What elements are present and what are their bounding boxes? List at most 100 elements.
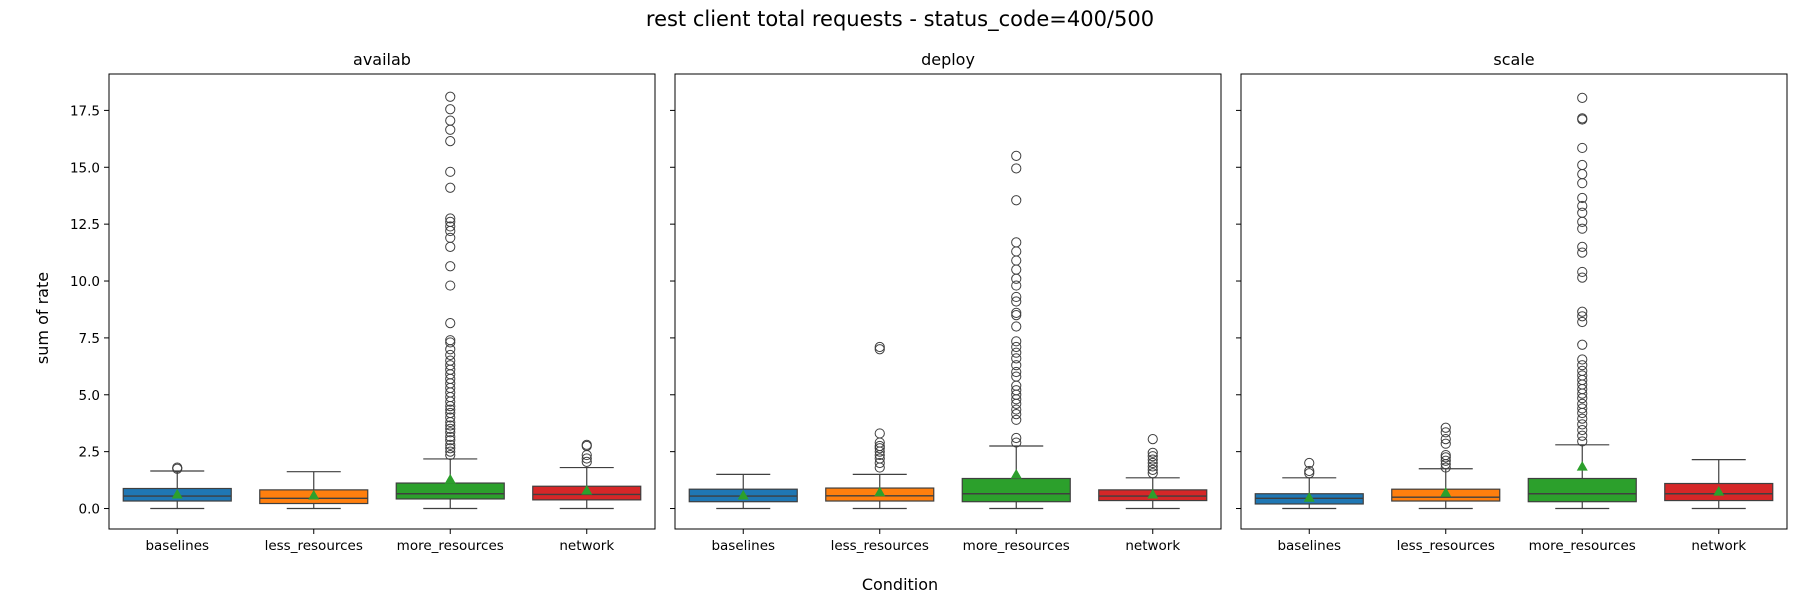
box-baselines bbox=[122, 462, 232, 510]
y-tick-label: 17.5 bbox=[70, 103, 100, 119]
outlier-point bbox=[1577, 403, 1588, 414]
outlier-point bbox=[1577, 436, 1588, 447]
outlier-point bbox=[1011, 336, 1022, 347]
y-tick-label: 10.0 bbox=[70, 274, 100, 290]
y-tick-label: 7.5 bbox=[79, 331, 100, 347]
outlier-point bbox=[1577, 266, 1588, 278]
outlier-point bbox=[445, 435, 456, 446]
box-baselines bbox=[688, 473, 798, 510]
outlier-point bbox=[874, 443, 885, 454]
x-tick-label: more_resources bbox=[963, 538, 1070, 554]
panel-deploy: deploy baselines less_resources more_resour… bbox=[670, 50, 1222, 554]
outlier-point bbox=[445, 337, 456, 348]
outlier-point bbox=[1011, 385, 1022, 396]
outlier-point bbox=[874, 428, 885, 439]
outlier-point bbox=[445, 446, 456, 457]
outlier-point bbox=[1147, 464, 1158, 475]
mean-marker bbox=[308, 489, 320, 500]
outlier-point bbox=[874, 344, 885, 355]
x-tick-label: more_resources bbox=[1529, 538, 1636, 554]
outlier-point bbox=[1011, 360, 1022, 371]
panel-frame bbox=[108, 73, 656, 530]
mean-marker bbox=[737, 489, 749, 500]
outlier-point bbox=[1577, 311, 1588, 322]
outlier-point bbox=[874, 457, 885, 469]
outlier-point bbox=[1577, 272, 1588, 283]
outlier-point bbox=[1577, 354, 1588, 365]
box-more-resources bbox=[395, 91, 505, 510]
outlier-point bbox=[1011, 371, 1022, 382]
y-tick-label: 5.0 bbox=[79, 388, 100, 404]
box-less-resources bbox=[825, 341, 935, 510]
outlier-point bbox=[445, 216, 456, 227]
outlier-point bbox=[445, 115, 456, 126]
x-tick-label: baselines bbox=[711, 538, 775, 554]
outlier-point bbox=[1147, 461, 1158, 472]
outlier-point bbox=[1577, 247, 1588, 258]
iqr-box bbox=[395, 482, 505, 500]
outlier-point bbox=[1147, 434, 1158, 445]
x-tick-label: baselines bbox=[1277, 538, 1341, 554]
outlier-point bbox=[1011, 291, 1022, 303]
outlier-point bbox=[581, 439, 592, 450]
outlier-point bbox=[1577, 365, 1588, 376]
mean-marker bbox=[1303, 492, 1315, 502]
outlier-point bbox=[1011, 321, 1022, 332]
panels: availab 0.0 2.5 5.0 7.5 10.0 12.5 15.0 17.5 basel… bbox=[70, 50, 1788, 554]
outlier-point bbox=[1577, 92, 1588, 103]
x-tick-label: less_resources bbox=[1397, 538, 1495, 554]
outlier-point bbox=[1577, 159, 1588, 171]
outlier-point bbox=[1577, 398, 1588, 409]
outlier-point bbox=[1011, 409, 1022, 420]
box-more-resources bbox=[1527, 92, 1637, 510]
outlier-point bbox=[1577, 430, 1588, 441]
outlier-point bbox=[1011, 255, 1022, 266]
panel-availab: availab 0.0 2.5 5.0 7.5 10.0 12.5 15.0 17.5 basel… bbox=[70, 50, 656, 554]
x-tick-label: baselines bbox=[145, 538, 209, 554]
outlier-point bbox=[1011, 195, 1022, 206]
outlier-point bbox=[1577, 413, 1588, 424]
outlier-point bbox=[1440, 455, 1451, 466]
outlier-point bbox=[445, 360, 456, 371]
outlier-point bbox=[1011, 404, 1022, 415]
outlier-point bbox=[1577, 200, 1588, 212]
outlier-point bbox=[1011, 366, 1022, 378]
panel-frame bbox=[674, 73, 1222, 530]
outlier-point bbox=[1011, 280, 1022, 291]
outlier-point bbox=[1577, 306, 1588, 317]
outlier-point bbox=[1011, 296, 1022, 307]
panel-title: deploy bbox=[921, 50, 975, 69]
box-network bbox=[1098, 434, 1208, 510]
iqr-box bbox=[961, 477, 1071, 503]
outlier-point bbox=[1440, 427, 1451, 438]
outlier-point bbox=[445, 427, 456, 438]
mean-marker bbox=[1440, 487, 1452, 497]
outlier-point bbox=[445, 355, 456, 366]
outlier-point bbox=[1304, 457, 1315, 469]
y-tick-label: 0.0 bbox=[79, 502, 100, 518]
outlier-point bbox=[1147, 451, 1158, 462]
outlier-point bbox=[1011, 341, 1022, 353]
outlier-point bbox=[1577, 142, 1588, 154]
x-tick-label: network bbox=[1125, 538, 1180, 554]
outlier-point bbox=[445, 318, 456, 329]
outlier-point bbox=[1147, 454, 1158, 465]
box-baselines bbox=[1254, 457, 1364, 510]
panel-title: scale bbox=[1493, 50, 1534, 69]
outlier-point bbox=[1440, 449, 1451, 461]
outlier-point bbox=[581, 453, 592, 464]
mean-marker bbox=[1576, 460, 1588, 471]
box-network bbox=[1664, 459, 1774, 510]
box-less-resources bbox=[1391, 422, 1501, 510]
outlier-point bbox=[1011, 307, 1022, 318]
outlier-point bbox=[445, 182, 456, 193]
outlier-point bbox=[445, 443, 456, 454]
outlier-point bbox=[445, 124, 456, 135]
outlier-point bbox=[1011, 246, 1022, 257]
outlier-point bbox=[1011, 163, 1022, 174]
box-less-resources bbox=[259, 471, 369, 510]
x-axis-label: Condition bbox=[862, 575, 938, 594]
outlier-point bbox=[445, 221, 456, 232]
outlier-point bbox=[1147, 468, 1158, 479]
mean-marker bbox=[1713, 485, 1725, 496]
